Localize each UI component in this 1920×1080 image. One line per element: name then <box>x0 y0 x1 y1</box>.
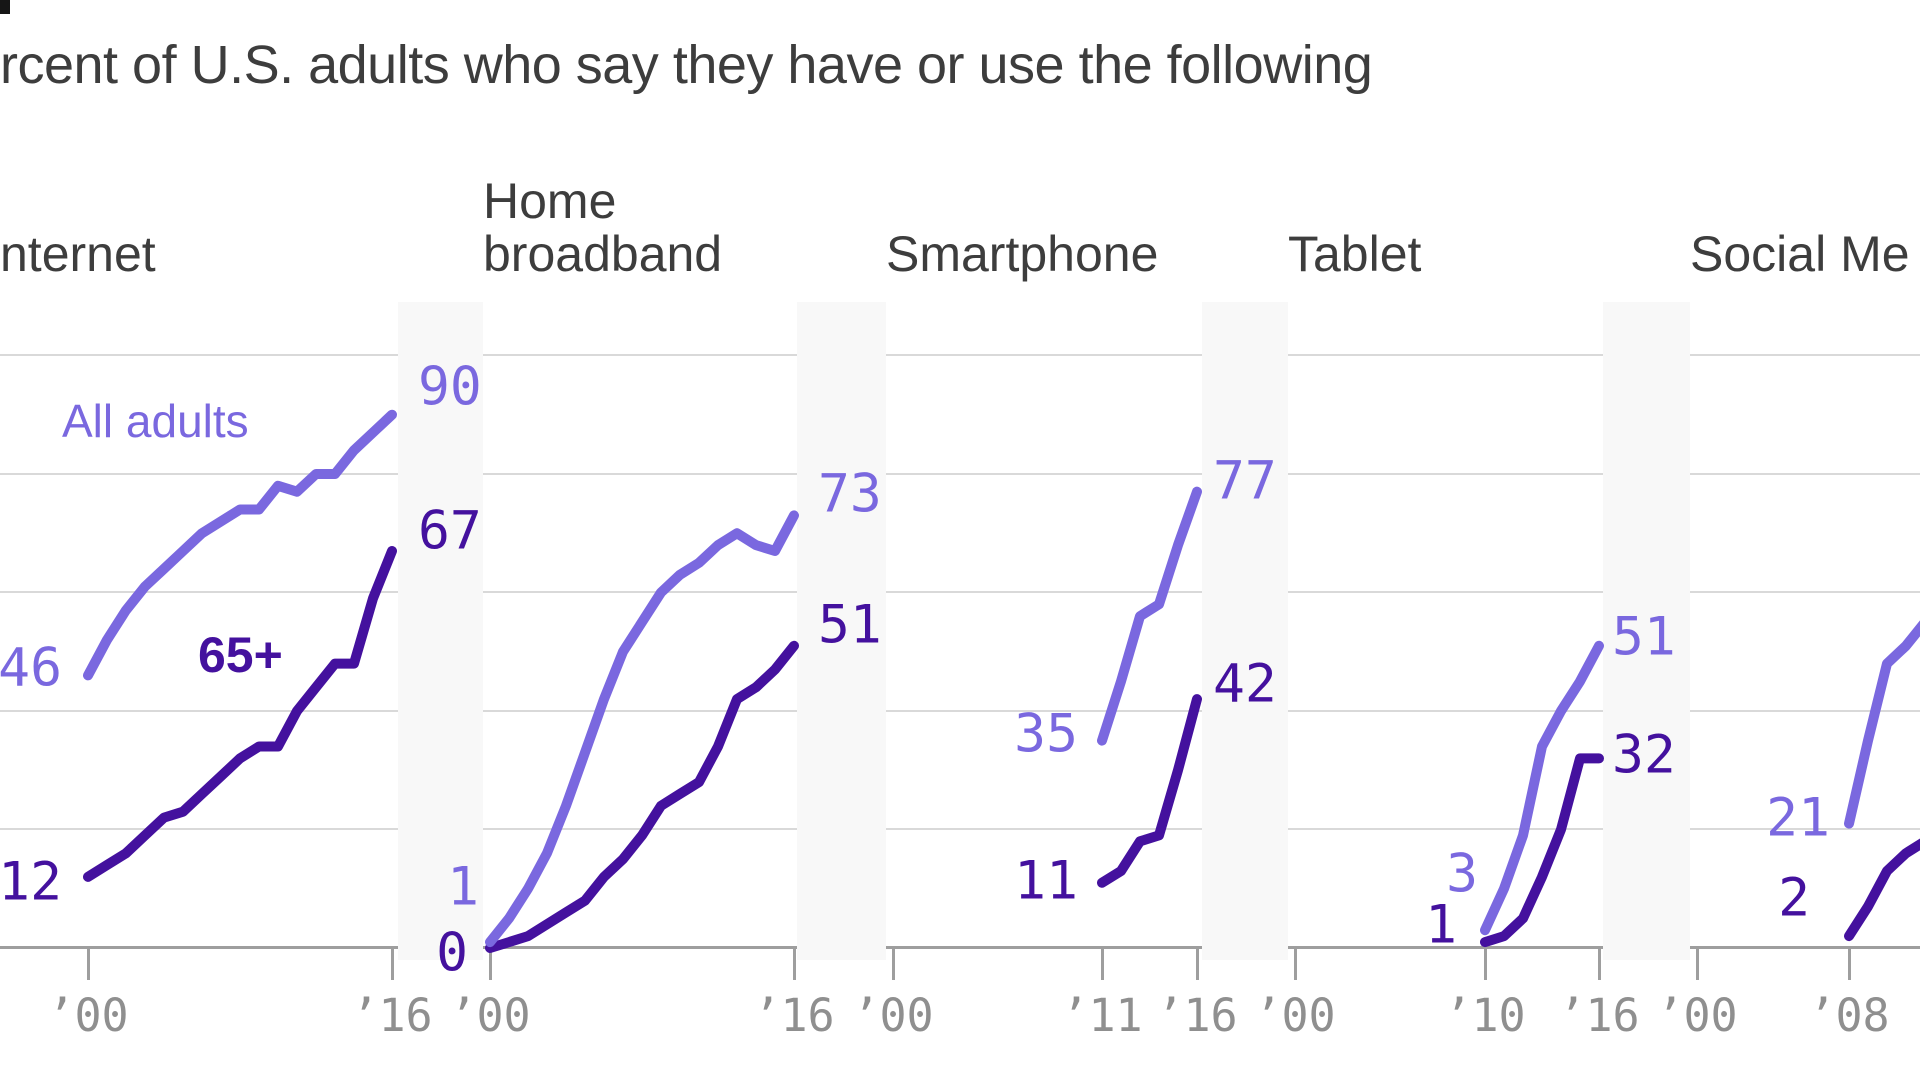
gridline <box>1690 709 1920 712</box>
gridline <box>886 354 1202 357</box>
series-line-seniors <box>485 640 799 953</box>
axis-tick <box>1101 948 1104 980</box>
gridline <box>0 828 398 831</box>
gridline <box>483 591 797 594</box>
axis-tick-label: ’16 <box>351 989 433 1042</box>
axis-tick <box>391 948 394 980</box>
gridline <box>886 472 1202 475</box>
axis-tick-label: ’00 <box>1656 989 1738 1042</box>
value-label: 42 <box>1213 653 1277 715</box>
gridline <box>483 354 797 357</box>
gutter-band <box>1603 302 1690 960</box>
series-line-all_adults <box>1480 640 1604 936</box>
series-line-seniors <box>1097 694 1202 888</box>
series-line-all_adults <box>485 510 799 948</box>
gridline <box>0 472 398 475</box>
axis-tick-label: ’00 <box>1254 989 1336 1042</box>
series-label-65plus: 65+ <box>198 627 283 683</box>
value-label: 77 <box>1213 450 1277 512</box>
axis-tick-label: ’08 <box>1808 989 1890 1042</box>
panel-title: nternet <box>0 226 156 282</box>
axis-tick <box>1294 948 1297 980</box>
gridline <box>0 354 398 357</box>
panel-title: Smartphone <box>886 226 1159 282</box>
value-label: 12 <box>0 851 62 913</box>
axis-tick <box>1696 948 1699 980</box>
axis-tick <box>489 948 492 980</box>
gridline <box>886 828 1202 831</box>
gridline <box>1690 472 1920 475</box>
series-line-all_adults <box>1097 486 1202 746</box>
gridline <box>483 472 797 475</box>
gridline <box>1288 828 1603 831</box>
series-line-seniors <box>1480 753 1604 948</box>
value-label: 1 <box>447 856 479 918</box>
x-axis <box>483 946 797 949</box>
series-line-all_adults <box>1844 620 1920 829</box>
value-label: 51 <box>1612 606 1676 668</box>
value-label: 73 <box>818 463 882 525</box>
crop-artifact <box>0 0 10 14</box>
gridline <box>886 709 1202 712</box>
gridline <box>0 709 398 712</box>
gridline <box>886 591 1202 594</box>
axis-tick <box>892 948 895 980</box>
series-line-seniors <box>83 546 397 882</box>
gridline <box>1288 354 1603 357</box>
panel-title: Social Me <box>1690 226 1910 282</box>
axis-tick <box>1196 948 1199 980</box>
x-axis <box>1690 946 1920 949</box>
value-label: 32 <box>1612 724 1676 786</box>
series-label-all-adults: All adults <box>62 395 249 447</box>
chart-title: rcent of U.S. adults who say they have o… <box>0 35 1373 95</box>
value-label: 11 <box>1014 850 1078 912</box>
gridline <box>1690 591 1920 594</box>
value-label: 46 <box>0 637 62 699</box>
axis-tick-label: ’00 <box>449 989 531 1042</box>
axis-tick <box>1848 948 1851 980</box>
value-label: 21 <box>1766 787 1830 849</box>
value-label: 1 <box>1425 894 1457 956</box>
x-axis <box>0 946 398 949</box>
value-label: 3 <box>1446 843 1478 905</box>
axis-tick <box>1598 948 1601 980</box>
axis-tick <box>793 948 796 980</box>
gridline <box>1288 591 1603 594</box>
value-label: 51 <box>818 594 882 656</box>
gridline <box>1690 354 1920 357</box>
axis-tick-label: ’16 <box>753 989 835 1042</box>
gutter-band <box>797 302 886 960</box>
gutter-band <box>398 302 483 960</box>
panel-title: Tablet <box>1288 226 1422 282</box>
value-label: 2 <box>1778 867 1810 929</box>
x-axis <box>1288 946 1603 949</box>
axis-tick-label: ’10 <box>1444 989 1526 1042</box>
value-label: 0 <box>436 922 468 984</box>
axis-tick-label: ’11 <box>1061 989 1143 1042</box>
axis-tick-label: ’00 <box>852 989 934 1042</box>
axis-tick-label: ’16 <box>1558 989 1640 1042</box>
panel-title: Home broadband <box>483 173 723 282</box>
series-line-all_adults <box>83 409 397 681</box>
value-label: 90 <box>418 356 482 418</box>
axis-tick <box>87 948 90 980</box>
gridline <box>0 591 398 594</box>
gutter-band <box>1202 302 1288 960</box>
axis-tick-label: ’16 <box>1156 989 1238 1042</box>
value-label: 67 <box>418 500 482 562</box>
gridline <box>1288 709 1603 712</box>
x-axis <box>886 946 1202 949</box>
value-label: 35 <box>1014 703 1078 765</box>
gridline <box>1690 828 1920 831</box>
gridline <box>1288 472 1603 475</box>
axis-tick-label: ’00 <box>47 989 129 1042</box>
series-line-seniors <box>1844 838 1920 942</box>
gridline <box>483 709 797 712</box>
axis-tick <box>1484 948 1487 980</box>
